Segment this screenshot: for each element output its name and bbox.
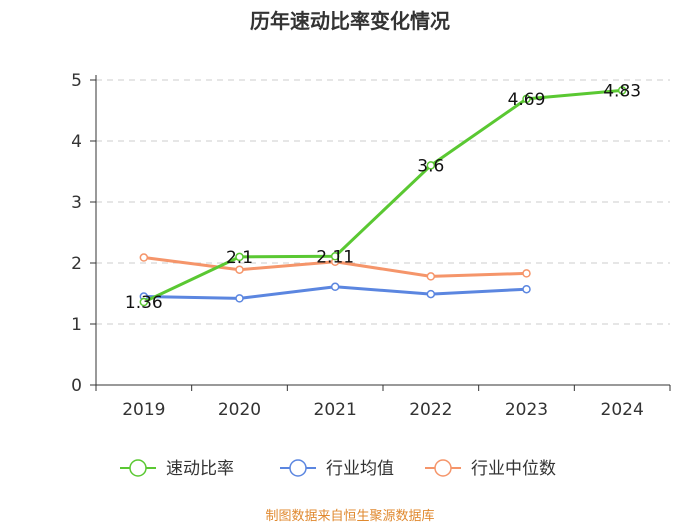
x-tick-label-2019: 2019	[122, 400, 165, 420]
point-s2-2019	[139, 253, 149, 262]
legend-marker-2	[434, 459, 452, 477]
gridlines	[96, 79, 670, 325]
point-s1-2022	[426, 289, 436, 299]
data-label-2023: 4.69	[508, 90, 546, 110]
point-s2-2022	[426, 272, 436, 281]
source-note: 制图数据来自恒生聚源数据库	[265, 508, 434, 524]
legend-marker-0	[129, 459, 147, 477]
y-tick-label-5: 5	[71, 71, 82, 91]
point-s0-2022	[426, 161, 436, 170]
point-s2-2020	[235, 265, 244, 274]
point-s0-2019	[139, 297, 149, 307]
axes: 0 1 2 3 4 5 2019 2020 2021 2022 2023 2024	[71, 71, 671, 420]
series-layer	[139, 86, 627, 307]
point-s2-2023	[522, 269, 531, 278]
point-s0-2023	[522, 94, 531, 104]
data-label-2020: 2.1	[226, 248, 253, 268]
y-tick-label-4: 4	[71, 132, 82, 152]
legend-label-0: 速动比率	[166, 459, 234, 479]
point-s1-2023	[522, 284, 531, 294]
legend[interactable]: 速动比率 行业均值 行业中位数	[120, 459, 556, 479]
legend-label-1: 行业均值	[326, 459, 394, 479]
legend-item-2[interactable]: 行业中位数	[425, 459, 556, 479]
legend-item-0[interactable]: 速动比率	[120, 459, 234, 479]
point-s0-2020	[235, 252, 244, 262]
y-tick-label-0: 0	[71, 376, 82, 396]
y-tick-label-3: 3	[71, 193, 82, 213]
x-tick-label-2020: 2020	[218, 400, 261, 420]
point-s0-2024	[617, 86, 627, 95]
data-label-2019: 1.36	[125, 293, 163, 313]
data-label-2022: 3.6	[417, 156, 444, 176]
series-line-0	[143, 88, 623, 304]
point-s1-2021	[330, 282, 340, 292]
legend-label-2: 行业中位数	[471, 459, 556, 479]
data-labels: 1.36 2.1 2.11 3.6 4.69 4.83	[125, 81, 641, 313]
data-label-2024: 4.83	[603, 81, 641, 101]
chart-title: 历年速动比率变化情况	[250, 9, 450, 33]
point-s0-2021	[330, 252, 340, 261]
y-tick-label-2: 2	[71, 254, 82, 274]
legend-marker-1	[289, 459, 307, 477]
y-tick-label-1: 1	[71, 315, 82, 335]
legend-item-1[interactable]: 行业均值	[280, 459, 394, 479]
point-s1-2020	[235, 294, 244, 303]
x-tick-label-2022: 2022	[409, 400, 452, 420]
x-tick-label-2024: 2024	[601, 400, 644, 420]
x-tick-label-2023: 2023	[505, 400, 548, 420]
data-label-2021: 2.11	[316, 247, 354, 267]
x-tick-label-2021: 2021	[314, 400, 357, 420]
